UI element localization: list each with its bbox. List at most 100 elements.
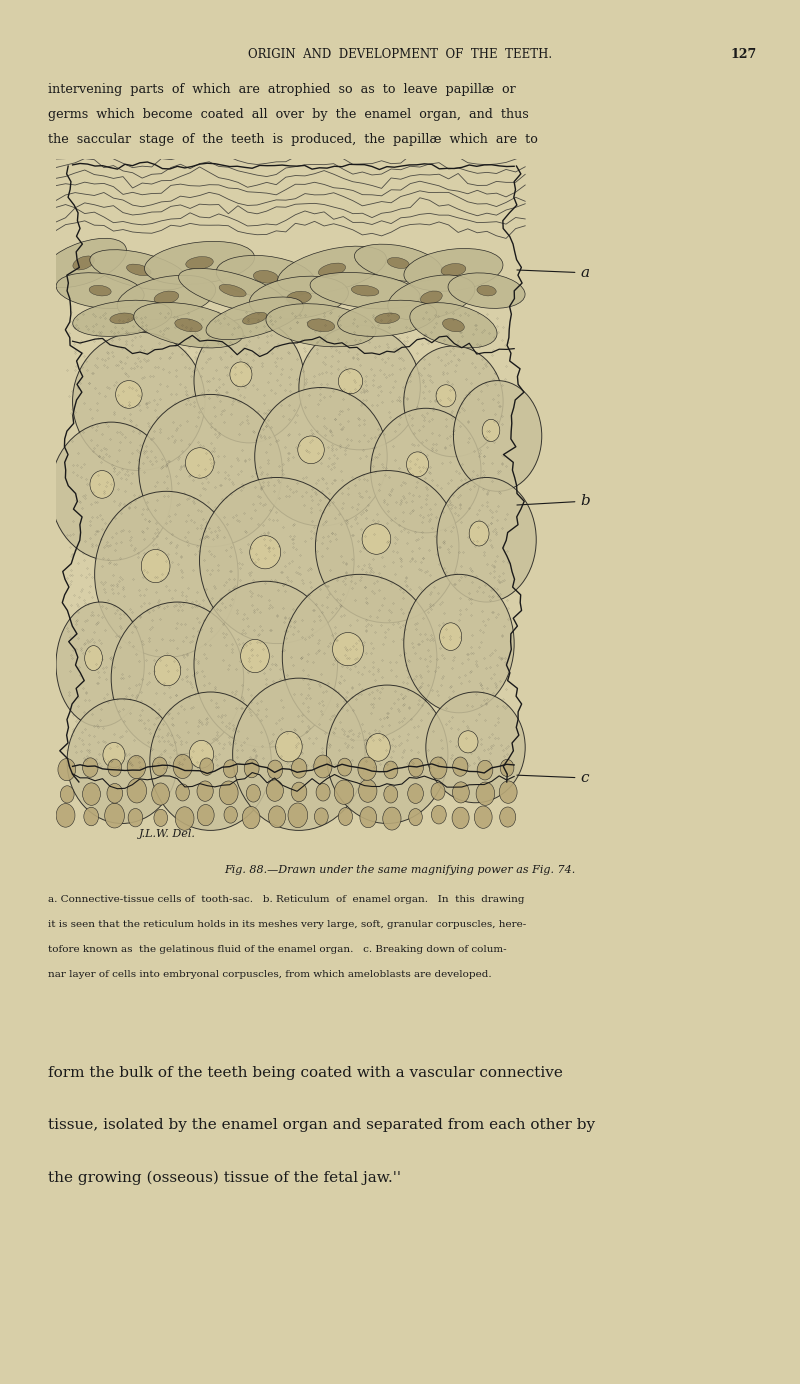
Text: it is seen that the reticulum holds in its meshes very large, soft, granular cor: it is seen that the reticulum holds in i…	[48, 920, 526, 930]
Ellipse shape	[442, 318, 464, 332]
Text: ORIGIN  AND  DEVELOPMENT  OF  THE  TEETH.: ORIGIN AND DEVELOPMENT OF THE TEETH.	[248, 48, 552, 61]
Ellipse shape	[154, 656, 181, 686]
Ellipse shape	[250, 277, 348, 318]
Ellipse shape	[310, 273, 420, 309]
Ellipse shape	[117, 275, 216, 320]
Text: a. Connective-tissue cells of  tooth-sac.   b. Reticulum  of  enamel organ.   In: a. Connective-tissue cells of tooth-sac.…	[48, 895, 525, 905]
Circle shape	[477, 760, 493, 781]
Circle shape	[314, 808, 328, 825]
Ellipse shape	[351, 285, 379, 296]
Ellipse shape	[441, 263, 466, 277]
Text: tissue, isolated by the enamel organ and separated from each other by: tissue, isolated by the enamel organ and…	[48, 1118, 595, 1132]
Circle shape	[474, 805, 492, 829]
Ellipse shape	[318, 263, 346, 277]
Circle shape	[431, 782, 445, 800]
Ellipse shape	[469, 522, 489, 547]
Circle shape	[452, 807, 469, 829]
Ellipse shape	[436, 385, 456, 407]
Text: intervening  parts  of  which  are  atrophied  so  as  to  leave  papillæ  or: intervening parts of which are atrophied…	[48, 83, 516, 95]
Ellipse shape	[282, 574, 437, 740]
Ellipse shape	[440, 623, 462, 650]
Circle shape	[431, 805, 446, 823]
Ellipse shape	[67, 699, 178, 823]
Ellipse shape	[41, 238, 126, 288]
Circle shape	[154, 810, 167, 826]
Ellipse shape	[354, 244, 442, 282]
Ellipse shape	[150, 692, 271, 830]
Circle shape	[268, 805, 286, 828]
Circle shape	[108, 758, 122, 776]
Circle shape	[56, 804, 75, 828]
Circle shape	[128, 808, 142, 826]
Circle shape	[84, 807, 98, 826]
Circle shape	[358, 779, 377, 803]
Circle shape	[127, 756, 146, 779]
Circle shape	[338, 808, 353, 825]
Text: a: a	[517, 266, 590, 280]
Circle shape	[266, 779, 283, 801]
Circle shape	[453, 782, 470, 803]
Ellipse shape	[111, 602, 244, 754]
Circle shape	[246, 785, 260, 803]
Ellipse shape	[194, 581, 338, 747]
Ellipse shape	[410, 303, 497, 347]
Circle shape	[176, 783, 190, 801]
Text: b: b	[517, 494, 590, 508]
Ellipse shape	[338, 300, 437, 336]
Ellipse shape	[254, 388, 387, 526]
Ellipse shape	[233, 678, 365, 830]
Circle shape	[476, 782, 494, 805]
Circle shape	[338, 758, 352, 776]
Circle shape	[58, 758, 75, 781]
Text: Fig. 88.—Drawn under the same magnifying power as Fig. 74.: Fig. 88.—Drawn under the same magnifying…	[224, 865, 576, 875]
Text: 127: 127	[731, 48, 757, 61]
Circle shape	[314, 756, 332, 778]
Ellipse shape	[90, 471, 114, 498]
Ellipse shape	[103, 742, 125, 767]
Circle shape	[267, 760, 282, 779]
Ellipse shape	[116, 381, 142, 408]
Ellipse shape	[366, 734, 390, 761]
Ellipse shape	[404, 249, 503, 291]
Ellipse shape	[154, 291, 178, 304]
Circle shape	[430, 757, 447, 779]
Ellipse shape	[437, 477, 536, 602]
Circle shape	[500, 760, 514, 776]
Ellipse shape	[454, 381, 542, 491]
Ellipse shape	[338, 368, 362, 393]
Ellipse shape	[190, 740, 214, 768]
Circle shape	[152, 783, 170, 805]
Ellipse shape	[370, 408, 481, 533]
Ellipse shape	[375, 313, 399, 324]
Text: tofore known as  the gelatinous fluid of the enamel organ.   c. Breaking down of: tofore known as the gelatinous fluid of …	[48, 945, 506, 955]
Ellipse shape	[362, 523, 390, 555]
Text: the  saccular  stage  of  the  teeth  is  produced,  the  papillæ  which  are  t: the saccular stage of the teeth is produ…	[48, 133, 538, 145]
Circle shape	[409, 808, 422, 826]
Ellipse shape	[242, 313, 267, 324]
Circle shape	[173, 754, 192, 778]
Ellipse shape	[266, 303, 376, 347]
Ellipse shape	[241, 639, 270, 673]
Ellipse shape	[194, 318, 305, 443]
Ellipse shape	[216, 256, 315, 298]
Circle shape	[127, 779, 146, 803]
Ellipse shape	[278, 246, 386, 293]
Ellipse shape	[73, 332, 205, 471]
Ellipse shape	[388, 275, 475, 320]
Circle shape	[453, 757, 468, 776]
Text: c: c	[517, 771, 589, 785]
Circle shape	[500, 807, 516, 828]
Ellipse shape	[333, 632, 363, 666]
Ellipse shape	[250, 536, 281, 569]
Circle shape	[224, 807, 238, 823]
Ellipse shape	[448, 273, 525, 309]
Circle shape	[384, 761, 398, 779]
Ellipse shape	[139, 394, 282, 547]
Ellipse shape	[174, 318, 202, 332]
Ellipse shape	[186, 256, 214, 270]
Text: J.L.W. Del.: J.L.W. Del.	[139, 829, 196, 839]
Ellipse shape	[421, 291, 442, 304]
Ellipse shape	[276, 731, 302, 761]
Circle shape	[334, 781, 354, 804]
Circle shape	[152, 757, 167, 776]
